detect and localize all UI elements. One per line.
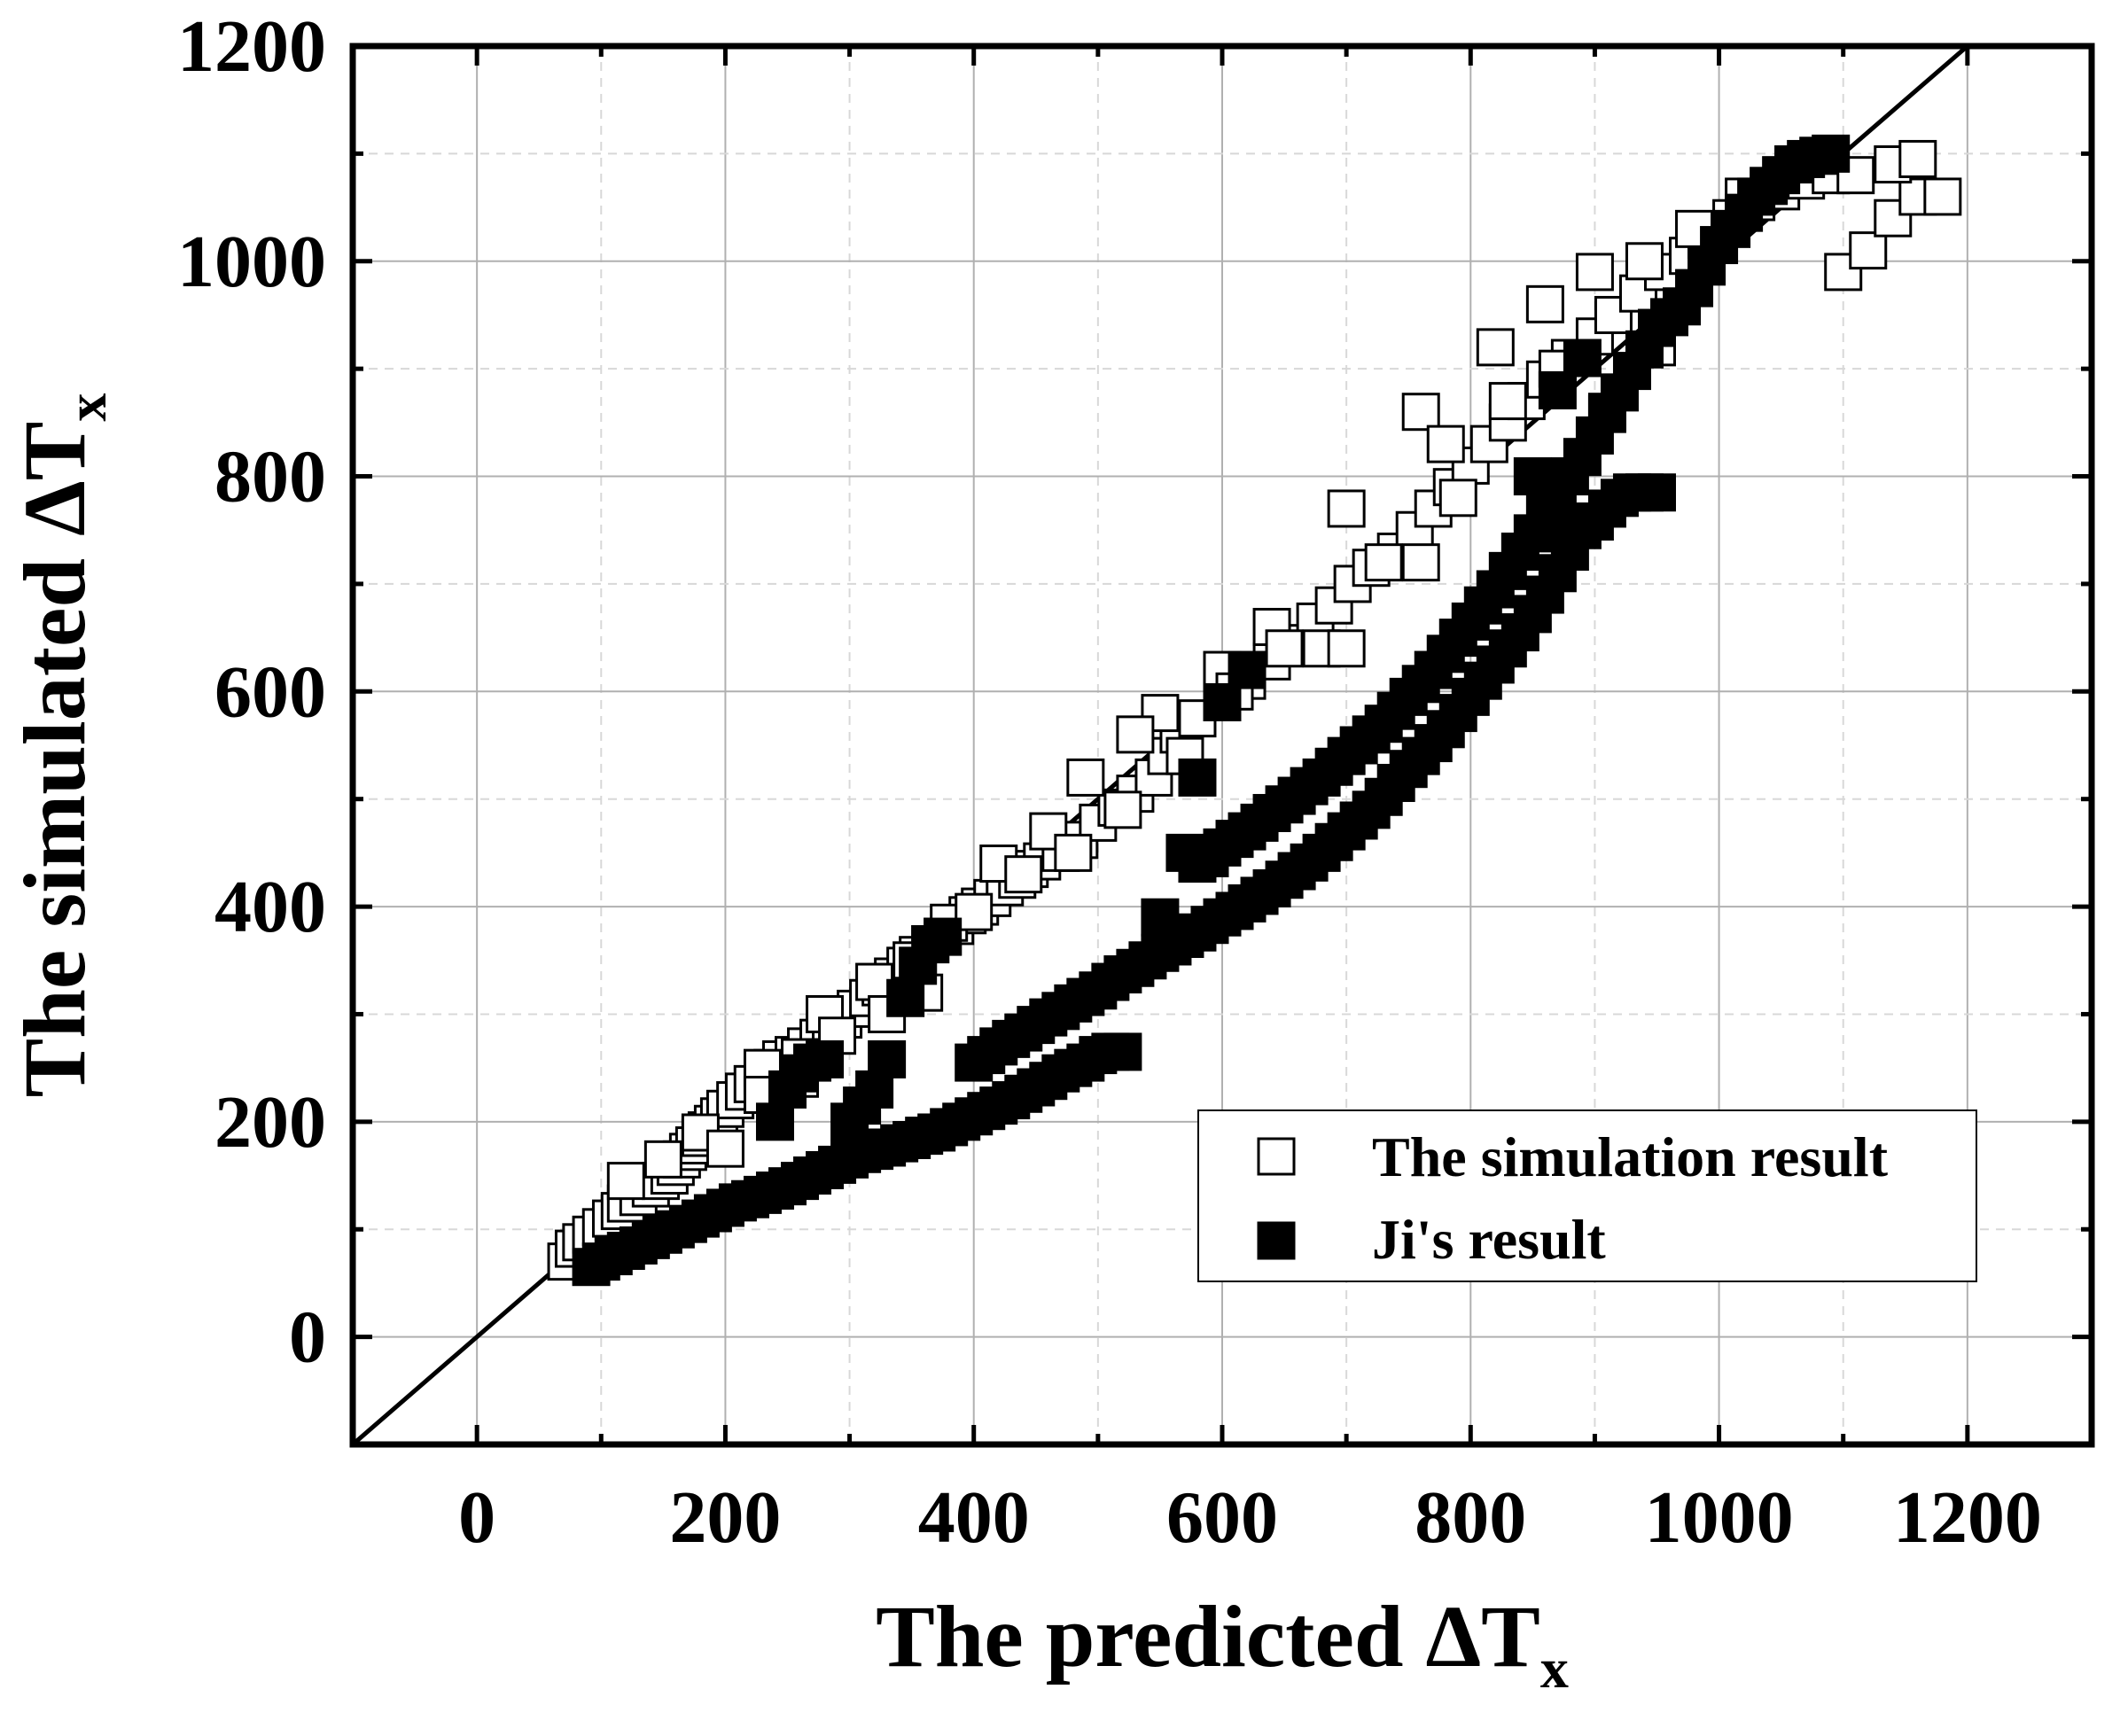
y-tick-label: 200 <box>214 1081 326 1164</box>
data-point-open-square <box>1327 489 1366 528</box>
x-axis-title-subscript: x <box>1540 1637 1569 1700</box>
legend-box <box>1197 1109 1977 1282</box>
x-tick-label: 600 <box>1166 1476 1278 1559</box>
data-point-open-square <box>1476 328 1515 367</box>
data-point-open-square <box>1116 715 1155 754</box>
data-point-open-square <box>1625 242 1664 281</box>
data-point-open-square <box>1923 177 1962 216</box>
data-point-open-square <box>1004 855 1043 894</box>
x-tick-label: 400 <box>918 1476 1030 1559</box>
y-tick-label: 600 <box>214 650 326 733</box>
data-point-open-square <box>705 1129 744 1168</box>
data-point-filled-square <box>886 978 925 1017</box>
data-point-filled-square <box>1228 650 1267 689</box>
data-point-open-square <box>1103 790 1142 829</box>
x-tick-label: 0 <box>458 1476 495 1559</box>
y-axis-title-subscript: x <box>55 393 118 422</box>
data-series-layer <box>547 134 1962 1287</box>
y-tick-label: 800 <box>214 436 326 518</box>
data-point-open-square <box>1327 629 1366 668</box>
data-point-filled-square <box>1178 758 1217 797</box>
axis-tick-labels: 0 200 400 600 800 1000 1200 0 200 400 600 800 1000 12… <box>177 5 2042 1559</box>
data-point-open-square <box>1401 543 1440 582</box>
data-point-open-square <box>1575 253 1614 292</box>
data-point-filled-square <box>755 1102 794 1141</box>
x-tick-label: 800 <box>1415 1476 1526 1559</box>
data-point-filled-square <box>1513 457 1552 496</box>
data-point-open-square <box>1898 139 1937 178</box>
data-point-open-square <box>955 892 994 931</box>
y-tick-label: 1000 <box>177 221 326 303</box>
x-axis-title: The predicted ΔTx <box>876 1587 1569 1700</box>
legend-symbol-filled-square <box>1257 1221 1296 1260</box>
data-point-open-square <box>1836 156 1875 195</box>
data-point-open-square <box>855 962 894 1001</box>
y-tick-label: 1200 <box>177 5 326 88</box>
data-point-filled-square <box>1103 1032 1142 1071</box>
x-tick-label: 200 <box>669 1476 781 1559</box>
data-point-open-square <box>1265 629 1304 668</box>
data-point-open-square <box>1849 231 1888 270</box>
legend: The simulation result Ji's result <box>1197 1109 1977 1282</box>
y-axis-title-main: The simulated ΔT <box>5 422 104 1098</box>
data-point-open-square <box>1364 543 1403 582</box>
axis-ticks <box>350 43 2094 1447</box>
x-tick-label: 1000 <box>1645 1476 1794 1559</box>
data-point-filled-square <box>1638 473 1676 512</box>
data-point-open-square <box>1066 758 1105 797</box>
legend-label-simulation: The simulation result <box>1372 1125 1889 1188</box>
data-point-open-square <box>1525 284 1564 323</box>
data-point-filled-square <box>1563 339 1602 378</box>
data-point-open-square <box>1401 393 1440 432</box>
data-point-open-square <box>1874 199 1913 237</box>
series-ji-result <box>572 134 1851 1287</box>
data-point-open-square <box>1426 424 1465 463</box>
data-point-filled-square <box>1141 898 1180 937</box>
y-tick-label: 400 <box>214 866 326 948</box>
legend-label-ji: Ji's result <box>1372 1208 1606 1271</box>
data-point-filled-square <box>806 1039 845 1078</box>
data-point-filled-square <box>868 1039 907 1078</box>
y-axis-title: The simulated ΔTx <box>5 393 118 1098</box>
x-axis-title-main: The predicted ΔT <box>876 1587 1540 1685</box>
data-point-open-square <box>1824 253 1863 292</box>
x-tick-label: 1200 <box>1893 1476 2042 1559</box>
data-point-filled-square <box>924 917 963 956</box>
data-point-filled-square <box>1812 134 1851 173</box>
data-point-filled-square <box>1538 370 1577 409</box>
legend-symbol-open-square <box>1257 1137 1296 1176</box>
data-point-filled-square <box>1203 682 1242 721</box>
data-point-open-square <box>643 1140 682 1179</box>
data-point-open-square <box>1054 833 1093 872</box>
data-point-open-square <box>1438 479 1477 518</box>
data-point-open-square <box>1488 382 1527 421</box>
data-point-open-square <box>1594 295 1633 334</box>
data-point-open-square <box>606 1162 645 1201</box>
y-tick-label: 0 <box>289 1296 326 1379</box>
